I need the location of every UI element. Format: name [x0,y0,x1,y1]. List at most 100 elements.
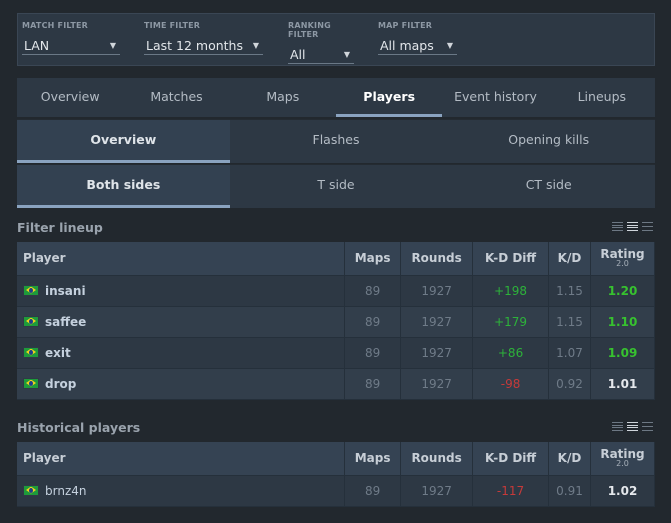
brazil-flag-icon [23,284,39,296]
tab-ct-side[interactable]: CT side [525,177,572,192]
col-maps[interactable]: Maps [344,242,402,276]
chevron-down-icon: ▼ [109,40,116,50]
player-cell[interactable]: brnz4n [17,475,346,507]
compact-view-icon[interactable] [612,422,623,431]
view-toggle [612,222,653,231]
maps-cell: 89 [344,337,402,369]
time-filter-value: Last 12 months [146,37,243,53]
tab-t-side[interactable]: T side [317,177,355,192]
ranking-filter-value: All [290,46,306,62]
historical-table: Player Maps Rounds K-D Diff K/D Rating 2… [17,442,656,507]
col-kd-diff[interactable]: K-D Diff [472,242,550,276]
kd-diff-cell: +179 [472,306,550,338]
kd-cell: 1.15 [548,275,591,307]
maps-cell: 89 [344,475,402,507]
tab-flashes[interactable]: Flashes [312,132,360,147]
maps-cell: 89 [344,306,402,338]
chevron-down-icon: ▼ [446,40,453,50]
tab-stat-overview[interactable]: Overview [17,120,230,163]
player-name[interactable]: exit [45,345,71,360]
time-filter[interactable]: TIME FILTER Last 12 months ▼ [144,21,263,55]
kd-cell: 0.92 [548,368,591,400]
player-name[interactable]: insani [45,283,86,298]
wide-view-icon[interactable] [642,222,653,231]
ranking-filter[interactable]: RANKING FILTER All ▼ [288,21,354,64]
filter-bar: MATCH FILTER LAN ▼ TIME FILTER Last 12 m… [17,13,655,66]
chevron-down-icon: ▼ [252,40,259,50]
tab-players[interactable]: Players [335,78,443,117]
table-row: brnz4n 89 1927 -117 0.91 1.02 [17,475,656,507]
table-header-row: Player Maps Rounds K-D Diff K/D Rating 2… [17,242,656,276]
ranking-filter-select[interactable]: All ▼ [288,45,354,64]
rounds-cell: 1927 [400,337,474,369]
col-maps[interactable]: Maps [344,442,402,476]
tab-event-history[interactable]: Event history [454,89,537,104]
table-row: insani 89 1927 +198 1.15 1.20 [17,275,656,307]
player-name[interactable]: drop [45,376,77,391]
ranking-filter-label: RANKING FILTER [288,21,331,39]
player-name[interactable]: saffee [45,314,87,329]
map-filter[interactable]: MAP FILTER All maps ▼ [378,21,457,55]
wide-view-icon[interactable] [642,422,653,431]
time-filter-label: TIME FILTER [144,21,201,30]
tab-overview[interactable]: Overview [40,89,100,104]
col-player[interactable]: Player [17,242,346,276]
list-view-icon[interactable] [627,422,638,431]
player-cell[interactable]: drop [17,368,346,400]
table-row: saffee 89 1927 +179 1.15 1.10 [17,306,656,338]
compact-view-icon[interactable] [612,222,623,231]
brazil-flag-icon [23,346,39,358]
col-rating[interactable]: Rating 2.0 [590,442,656,476]
tab-maps[interactable]: Maps [266,89,300,104]
kd-cell: 1.07 [548,337,591,369]
kd-diff-cell: +198 [472,275,550,307]
col-kd-diff[interactable]: K-D Diff [472,442,550,476]
tab-matches[interactable]: Matches [150,89,203,104]
player-cell[interactable]: exit [17,337,346,369]
rounds-cell: 1927 [400,275,474,307]
table-row: exit 89 1927 +86 1.07 1.09 [17,337,656,369]
time-filter-select[interactable]: Last 12 months ▼ [144,36,263,55]
map-filter-label: MAP FILTER [378,21,433,30]
kd-diff-cell: -98 [472,368,550,400]
player-cell[interactable]: saffee [17,306,346,338]
kd-diff-cell: -117 [472,475,550,507]
filter-lineup-title: Filter lineup [17,220,103,235]
maps-cell: 89 [344,368,402,400]
rounds-cell: 1927 [400,475,474,507]
map-filter-select[interactable]: All maps ▼ [378,36,457,55]
tab-opening-kills[interactable]: Opening kills [508,132,590,147]
list-view-icon[interactable] [627,222,638,231]
rounds-cell: 1927 [400,368,474,400]
col-player[interactable]: Player [17,442,346,476]
match-filter[interactable]: MATCH FILTER LAN ▼ [22,21,120,55]
col-rating[interactable]: Rating 2.0 [590,242,656,276]
historical-players-title: Historical players [17,420,141,435]
col-rounds[interactable]: Rounds [400,242,474,276]
player-cell[interactable]: insani [17,275,346,307]
col-kd[interactable]: K/D [548,442,591,476]
rating-cell: 1.09 [590,337,656,369]
player-name[interactable]: brnz4n [45,483,87,498]
tab-both-sides[interactable]: Both sides [17,165,230,208]
table-header-row: Player Maps Rounds K-D Diff K/D Rating 2… [17,442,656,476]
side-tabs: Both sides T side CT side [17,164,655,208]
brazil-flag-icon [23,377,39,389]
rating-cell: 1.10 [590,306,656,338]
brazil-flag-icon [23,315,39,327]
tab-lineups[interactable]: Lineups [577,89,627,104]
maps-cell: 89 [344,275,402,307]
rounds-cell: 1927 [400,306,474,338]
brazil-flag-icon [23,484,39,496]
col-rating-version: 2.0 [616,459,629,469]
lineup-table: Player Maps Rounds K-D Diff K/D Rating 2… [17,242,656,400]
match-filter-value: LAN [24,37,50,53]
rating-cell: 1.01 [590,368,656,400]
rating-cell: 1.02 [590,475,656,507]
match-filter-label: MATCH FILTER [22,21,89,30]
col-rounds[interactable]: Rounds [400,442,474,476]
view-toggle [612,422,653,431]
match-filter-select[interactable]: LAN ▼ [22,36,120,55]
col-kd[interactable]: K/D [548,242,591,276]
stat-tabs: Overview Flashes Opening kills [17,119,655,163]
